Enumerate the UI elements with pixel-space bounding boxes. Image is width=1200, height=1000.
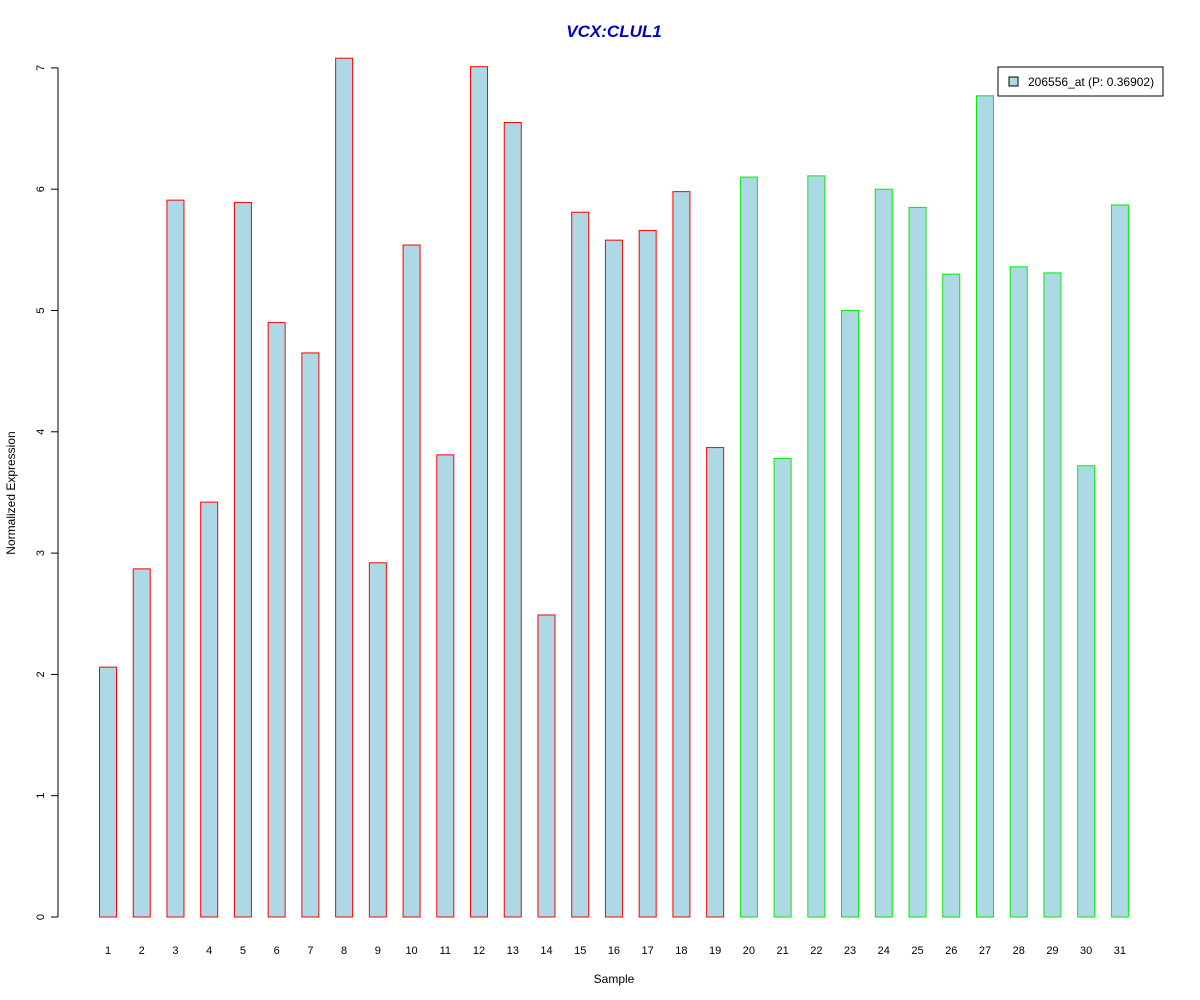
x-tick-label: 27: [979, 945, 991, 957]
chart-title: VCX:CLUL1: [566, 22, 661, 41]
bar-sample-1: [99, 666, 117, 918]
bar-sample-13: [503, 121, 522, 918]
x-tick-label: 20: [743, 945, 755, 957]
x-tick-label: 13: [507, 945, 519, 957]
y-axis-label: Normalized Expression: [4, 431, 18, 554]
x-tick-label: 3: [172, 945, 178, 957]
x-tick-label: 23: [844, 945, 856, 957]
legend-box: [997, 66, 1164, 97]
x-tick-label: 28: [1013, 945, 1025, 957]
x-tick-label: 24: [878, 945, 890, 957]
bar-sample-27: [975, 95, 994, 918]
x-tick-label: 16: [608, 945, 620, 957]
y-tick-label: 3: [35, 550, 47, 556]
bar-sample-11: [436, 454, 455, 918]
bar-sample-31: [1110, 204, 1129, 918]
x-tick-label: 29: [1046, 945, 1058, 957]
x-tick-labels: 1 2 3 4 5 6 7 8 9 10 11 12 13 14 15 16 17 18 19 20 21 22 23 24 2…: [105, 945, 1126, 957]
bar-sample-8: [335, 57, 354, 918]
bar-sample-28: [1009, 266, 1028, 918]
bar-sample-9: [368, 562, 387, 918]
bar-sample-14: [537, 614, 556, 918]
y-tick-label: 1: [35, 793, 47, 799]
x-tick-label: 5: [240, 945, 246, 957]
bar-sample-12: [470, 66, 489, 918]
x-tick-label: 6: [274, 945, 280, 957]
legend: 206556_at (P: 0.36902): [997, 66, 1164, 97]
bar-sample-25: [908, 206, 927, 918]
bars: [99, 57, 1129, 918]
bar-sample-7: [301, 352, 320, 918]
bar-sample-6: [267, 322, 286, 918]
bar-sample-21: [773, 457, 792, 918]
x-tick-label: 7: [307, 945, 313, 957]
bar-sample-2: [132, 568, 151, 918]
y-axis: 0 1 2 3 4 5 6 7: [35, 65, 59, 920]
x-tick-label: 30: [1080, 945, 1092, 957]
x-tick-label: 2: [139, 945, 145, 957]
bar-sample-26: [942, 273, 961, 918]
x-tick-label: 15: [574, 945, 586, 957]
x-tick-label: 1: [105, 945, 111, 957]
y-tick-label: 2: [35, 671, 47, 677]
bar-sample-29: [1043, 272, 1062, 918]
bar-sample-30: [1077, 465, 1096, 918]
x-axis-label: Sample: [594, 972, 635, 986]
bar-sample-3: [166, 199, 185, 918]
legend-label: 206556_at (P: 0.36902): [1028, 75, 1154, 89]
bar-sample-5: [233, 202, 252, 918]
x-tick-label: 11: [440, 945, 451, 957]
y-tick-label: 4: [35, 429, 47, 435]
x-tick-label: 9: [375, 945, 381, 957]
x-tick-label: 14: [540, 945, 552, 957]
x-tick-label: 21: [776, 945, 788, 957]
bar-sample-4: [200, 501, 219, 918]
x-tick-label: 8: [341, 945, 347, 957]
x-tick-label: 22: [810, 945, 822, 957]
x-tick-label: 18: [675, 945, 687, 957]
legend-swatch: [1008, 76, 1019, 87]
bar-sample-10: [402, 244, 421, 918]
x-tick-label: 26: [945, 945, 957, 957]
x-tick-label: 4: [206, 945, 212, 957]
x-tick-label: 12: [473, 945, 485, 957]
bar-sample-20: [739, 176, 758, 918]
x-tick-label: 17: [642, 945, 654, 957]
bar-sample-19: [706, 447, 725, 918]
bar-sample-23: [841, 310, 860, 918]
bar-sample-24: [874, 188, 893, 918]
y-tick-label: 0: [35, 914, 47, 920]
bar-sample-18: [672, 191, 691, 918]
y-tick-label: 7: [35, 65, 47, 71]
y-tick-label: 5: [35, 307, 47, 313]
bar-sample-15: [571, 211, 590, 918]
bar-sample-16: [604, 239, 623, 918]
y-tick-label: 6: [35, 186, 47, 192]
x-tick-label: 10: [405, 945, 417, 957]
bar-sample-22: [807, 175, 826, 918]
x-tick-label: 19: [709, 945, 721, 957]
x-tick-label: 25: [911, 945, 923, 957]
x-tick-label: 31: [1114, 945, 1126, 957]
bar-sample-17: [638, 229, 657, 918]
